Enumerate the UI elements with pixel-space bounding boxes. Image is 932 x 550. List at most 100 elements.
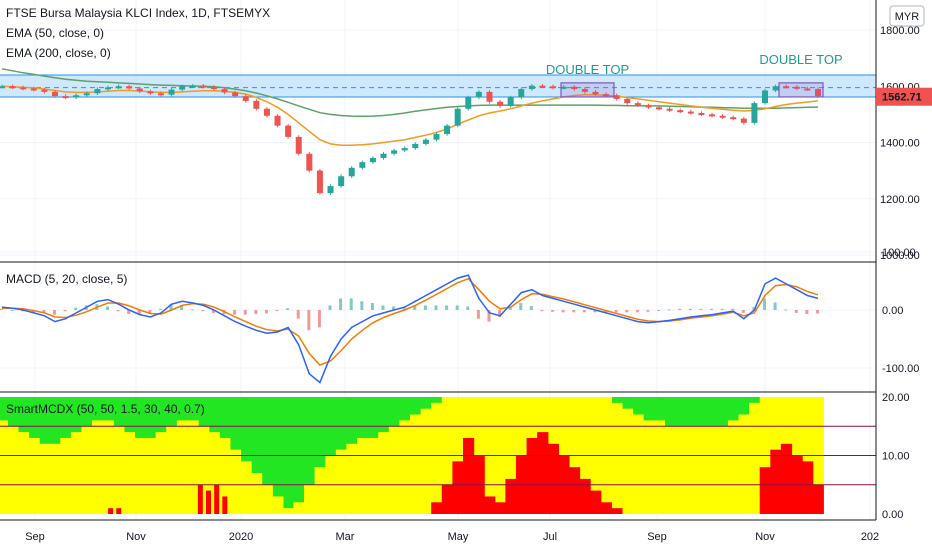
currency-badge[interactable] bbox=[889, 5, 925, 27]
macd-signal-line bbox=[2, 277, 819, 366]
yellow-bar bbox=[632, 414, 644, 514]
candle-body bbox=[793, 86, 800, 89]
yellow-bar bbox=[123, 432, 136, 514]
last-price-label: 1562.71 bbox=[882, 92, 922, 104]
smart-tick-label: 0.00 bbox=[882, 509, 903, 521]
yellow-bar bbox=[113, 426, 125, 514]
red-bar bbox=[214, 484, 220, 514]
macd-histogram-bar bbox=[466, 306, 470, 310]
smart-pane bbox=[0, 397, 876, 514]
yellow-bar bbox=[664, 426, 676, 514]
macd-histogram-bar bbox=[445, 305, 449, 310]
candle-body bbox=[433, 134, 440, 140]
macd-histogram-bar bbox=[381, 305, 385, 310]
yellow-bar bbox=[643, 420, 655, 514]
macd-histogram-bar bbox=[190, 309, 194, 311]
candle-body bbox=[242, 96, 249, 101]
macd-title: MACD (5, 20, close, 5) bbox=[6, 272, 127, 286]
yellow-bar bbox=[145, 437, 157, 514]
candle-body bbox=[422, 139, 429, 144]
candle-body bbox=[486, 91, 493, 102]
macd-histogram-bar bbox=[116, 310, 120, 312]
macd-histogram-bar bbox=[508, 307, 512, 310]
macd-histogram-bar bbox=[286, 308, 290, 310]
red-bar bbox=[600, 502, 612, 514]
red-bar bbox=[222, 496, 228, 514]
macd-histogram-bar bbox=[688, 308, 692, 310]
yellow-bar bbox=[410, 414, 422, 514]
candle-body bbox=[189, 85, 196, 88]
candle-body bbox=[316, 170, 323, 194]
yellow-bar bbox=[304, 484, 316, 514]
candle-body bbox=[772, 86, 779, 91]
macd-histogram-bar bbox=[635, 310, 639, 313]
red-bar bbox=[484, 496, 496, 514]
red-bar bbox=[116, 508, 122, 514]
macd-histogram-bar bbox=[805, 310, 809, 315]
candle-body bbox=[518, 89, 525, 98]
yellow-bar bbox=[102, 420, 114, 514]
yellow-bar bbox=[134, 437, 146, 514]
yellow-bar bbox=[399, 420, 411, 514]
candle-body bbox=[168, 89, 175, 95]
red-bar bbox=[494, 502, 506, 514]
red-bar bbox=[802, 461, 814, 514]
price-tick-label: 1200.00 bbox=[880, 194, 920, 206]
candle-body bbox=[62, 96, 69, 99]
x-tick-label: May bbox=[448, 531, 469, 543]
macd-histogram-bar bbox=[148, 310, 152, 314]
macd-histogram-bar bbox=[752, 307, 756, 310]
macd-histogram-bar bbox=[180, 305, 184, 310]
yellow-bar bbox=[706, 426, 718, 514]
candle-body bbox=[338, 176, 345, 187]
candle-body bbox=[359, 162, 366, 168]
macd-histogram-bar bbox=[794, 310, 798, 313]
candle-body bbox=[401, 148, 408, 151]
x-tick-label: Nov bbox=[755, 531, 775, 543]
x-tick-label: Sep bbox=[25, 531, 45, 543]
candle-body bbox=[783, 86, 790, 89]
macd-histogram-bar bbox=[763, 298, 767, 310]
candle-body bbox=[115, 86, 122, 89]
smart-title: SmartMCDX (50, 50, 1.5, 30, 40, 0.7) bbox=[6, 402, 205, 416]
candle-body bbox=[762, 90, 769, 104]
red-bar bbox=[462, 437, 475, 514]
macd-histogram-bar bbox=[254, 310, 258, 315]
macd-histogram-bar bbox=[699, 308, 703, 310]
smart-tick-label: 10.00 bbox=[882, 451, 910, 463]
macd-tick-label: -100.00 bbox=[882, 363, 919, 375]
candle-body bbox=[497, 101, 504, 106]
macd-histogram-bar bbox=[105, 306, 109, 310]
x-tick-label: 2020 bbox=[229, 531, 253, 543]
candle-body bbox=[507, 97, 514, 106]
yellow-bar bbox=[314, 467, 326, 514]
macd-histogram-bar bbox=[551, 310, 555, 312]
macd-histogram-bar bbox=[434, 305, 438, 310]
yellow-bar bbox=[39, 443, 51, 514]
macd-histogram-bar bbox=[625, 310, 629, 313]
macd-histogram-bar bbox=[773, 302, 777, 310]
macd-histogram-bar bbox=[307, 310, 311, 331]
candle-body bbox=[698, 112, 705, 115]
candle-body bbox=[391, 150, 398, 154]
red-bar bbox=[452, 461, 464, 514]
chart-title: FTSE Bursa Malaysia KLCI Index, 1D, FTSE… bbox=[6, 6, 270, 20]
yellow-bar bbox=[431, 402, 443, 514]
candle-body bbox=[730, 117, 737, 120]
macd-histogram-bar bbox=[455, 305, 459, 310]
candle-body bbox=[179, 86, 186, 90]
macd-tick-label: 100.00 bbox=[882, 247, 916, 259]
macd-histogram-bar bbox=[127, 310, 131, 315]
yellow-bar bbox=[727, 420, 740, 514]
candle-body bbox=[656, 107, 663, 110]
x-tick-label: Jul bbox=[543, 531, 557, 543]
candle-body bbox=[83, 93, 90, 96]
price-tick-label: 1400.00 bbox=[880, 138, 920, 150]
yellow-bar bbox=[81, 426, 93, 514]
yellow-bar bbox=[176, 420, 189, 514]
candle-body bbox=[603, 94, 610, 97]
yellow-bar bbox=[70, 432, 83, 514]
yellow-bar bbox=[198, 426, 210, 514]
